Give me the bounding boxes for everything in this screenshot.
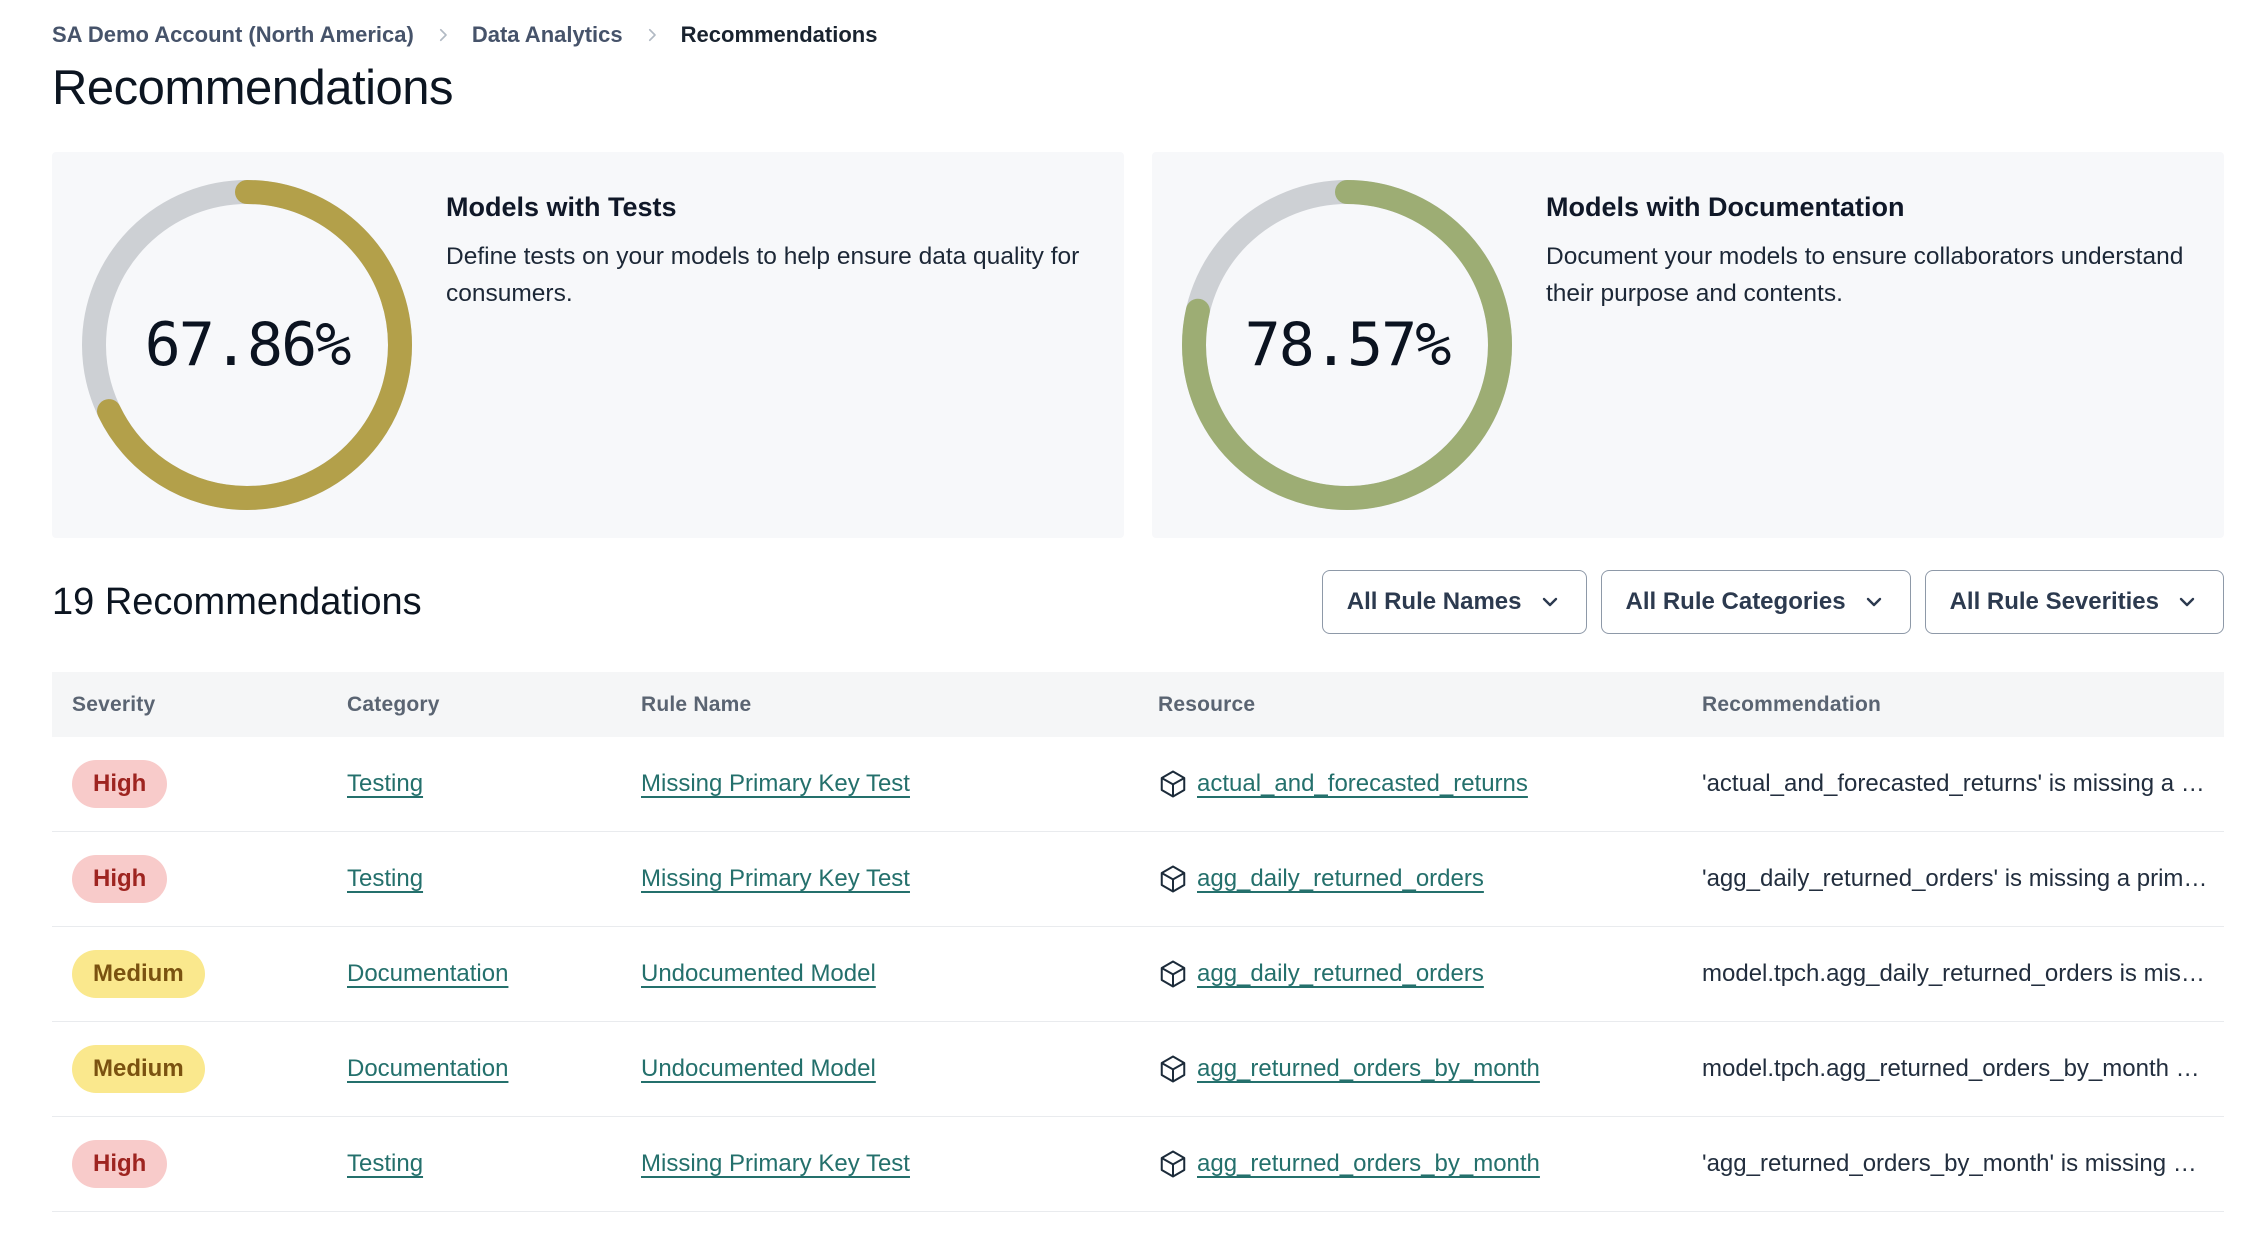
recommendations-table: Severity Category Rule Name Resource Rec… [52, 672, 2224, 1212]
card-title: Models with Documentation [1546, 192, 1905, 222]
filter-label: All Rule Names [1346, 588, 1522, 615]
filter-label: All Rule Severities [1949, 588, 2159, 615]
category-link[interactable]: Testing [347, 770, 424, 797]
model-cube-icon [1158, 1054, 1188, 1084]
resource-link[interactable]: agg_daily_returned_orders [1197, 960, 1484, 987]
severity-badge: High [72, 855, 168, 903]
rule-names-filter-dropdown[interactable]: All Rule Names [1321, 570, 1587, 634]
recommendation-text: model.tpch.agg_daily_returned_orders is … [1702, 960, 2205, 987]
resource-link[interactable]: actual_and_forecasted_returns [1197, 770, 1528, 797]
resource-link[interactable]: agg_daily_returned_orders [1197, 865, 1484, 892]
tests-percent-value: 67.86% [144, 310, 352, 380]
rule-name-link[interactable]: Undocumented Model [641, 960, 876, 987]
resource-link[interactable]: agg_returned_orders_by_month [1197, 1150, 1540, 1177]
tests-donut-chart: 67.86% [82, 180, 412, 510]
column-header-recommendation: Recommendation [1702, 692, 1881, 716]
recommendation-text: 'agg_returned_orders_by_month' is missin… [1702, 1150, 2197, 1177]
page-title: Recommendations [52, 61, 454, 115]
chevron-down-icon [1538, 590, 1562, 614]
card-title: Models with Tests [446, 192, 677, 222]
rule-name-link[interactable]: Missing Primary Key Test [641, 770, 910, 797]
table-row: Medium Documentation Undocumented Model … [52, 927, 2224, 1022]
chevron-down-icon [1862, 590, 1886, 614]
rule-name-link[interactable]: Undocumented Model [641, 1055, 876, 1082]
models-with-documentation-card: 78.57% Models with Documentation Documen… [1152, 152, 2224, 538]
summary-cards: 67.86% Models with Tests Define tests on… [52, 152, 2224, 538]
column-header-category: Category [347, 692, 440, 716]
breadcrumb-account-link[interactable]: SA Demo Account (North America) [52, 22, 414, 47]
resource-link[interactable]: agg_returned_orders_by_month [1197, 1055, 1540, 1082]
donut-arc [82, 180, 412, 510]
category-link[interactable]: Documentation [347, 1055, 509, 1082]
breadcrumb: SA Demo Account (North America) Data Ana… [52, 22, 2224, 48]
table-row: High Testing Missing Primary Key Test ac… [52, 737, 2224, 832]
table-row: High Testing Missing Primary Key Test ag… [52, 1117, 2224, 1212]
recommendation-text: 'agg_daily_returned_orders' is missing a… [1702, 865, 2208, 892]
rule-severities-filter-dropdown[interactable]: All Rule Severities [1924, 570, 2224, 634]
donut-arc [1182, 180, 1512, 510]
rule-name-link[interactable]: Missing Primary Key Test [641, 865, 910, 892]
breadcrumb-current: Recommendations [680, 22, 878, 47]
rule-categories-filter-dropdown[interactable]: All Rule Categories [1600, 570, 1911, 634]
documentation-percent-value: 78.57% [1244, 310, 1452, 380]
table-row: High Testing Missing Primary Key Test ag… [52, 832, 2224, 927]
chevron-right-icon [434, 26, 452, 44]
column-header-rule-name: Rule Name [641, 692, 752, 716]
category-link[interactable]: Testing [347, 1150, 424, 1177]
recommendation-text: 'actual_and_forecasted_returns' is missi… [1702, 770, 2205, 797]
category-link[interactable]: Testing [347, 865, 424, 892]
column-header-resource: Resource [1158, 692, 1256, 716]
chevron-right-icon [643, 26, 661, 44]
model-cube-icon [1158, 1149, 1188, 1179]
severity-badge: High [72, 760, 168, 808]
chevron-down-icon [2175, 590, 2199, 614]
list-header: 19 Recommendations All Rule Names All Ru… [52, 570, 2224, 634]
category-link[interactable]: Documentation [347, 960, 509, 987]
recommendations-page: SA Demo Account (North America) Data Ana… [0, 22, 2248, 1212]
model-cube-icon [1158, 864, 1188, 894]
table-row: Medium Documentation Undocumented Model … [52, 1022, 2224, 1117]
table-header: Severity Category Rule Name Resource Rec… [52, 672, 2224, 737]
filter-label: All Rule Categories [1625, 588, 1846, 615]
models-with-tests-card: 67.86% Models with Tests Define tests on… [52, 152, 1124, 538]
rule-name-link[interactable]: Missing Primary Key Test [641, 1150, 910, 1177]
card-text: Models with Documentation Document your … [1546, 152, 2224, 313]
card-description: Define tests on your models to help ensu… [446, 243, 1080, 307]
card-description: Document your models to ensure collabora… [1546, 243, 2184, 307]
severity-badge: Medium [72, 950, 205, 998]
recommendation-text: model.tpch.agg_returned_orders_by_month … [1702, 1055, 2200, 1082]
card-text: Models with Tests Define tests on your m… [446, 152, 1124, 313]
model-cube-icon [1158, 959, 1188, 989]
recommendations-count-title: 19 Recommendations [52, 580, 422, 623]
column-header-severity: Severity [72, 692, 156, 716]
documentation-donut-chart: 78.57% [1182, 180, 1512, 510]
severity-badge: High [72, 1140, 168, 1188]
severity-badge: Medium [72, 1045, 205, 1093]
breadcrumb-project-link[interactable]: Data Analytics [471, 22, 623, 47]
model-cube-icon [1158, 769, 1188, 799]
filters: All Rule Names All Rule Categories All R… [1321, 570, 2224, 634]
